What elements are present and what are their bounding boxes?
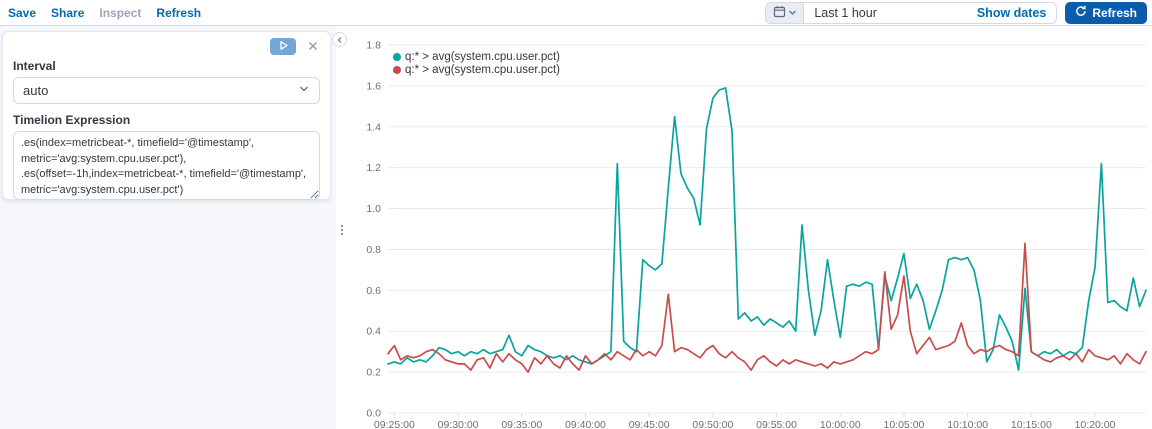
svg-text:09:40:00: 09:40:00: [565, 419, 606, 429]
svg-text:10:00:00: 10:00:00: [820, 419, 861, 429]
series-2-color-dot: [393, 65, 401, 74]
svg-text:0.0: 0.0: [366, 408, 381, 420]
expression-label: Timelion Expression: [13, 113, 131, 127]
chevron-left-icon: [336, 32, 344, 47]
editor-actions: [13, 38, 320, 55]
svg-text:0.6: 0.6: [366, 285, 381, 297]
legend-item-series-1[interactable]: q:* > avg(system.cpu.user.pct): [393, 50, 560, 63]
series-1-color-dot: [393, 52, 401, 61]
interval-select[interactable]: auto: [13, 77, 320, 104]
resize-handle-icon[interactable]: [341, 225, 343, 235]
svg-text:10:10:00: 10:10:00: [947, 419, 988, 429]
show-dates-link[interactable]: Show dates: [976, 5, 1047, 20]
svg-text:09:45:00: 09:45:00: [629, 419, 670, 429]
chevron-down-icon: [788, 5, 797, 20]
svg-text:0.2: 0.2: [366, 367, 381, 379]
refresh-button[interactable]: Refresh: [1065, 1, 1147, 24]
legend-label: q:* > avg(system.cpu.user.pct): [405, 50, 560, 63]
svg-text:10:20:00: 10:20:00: [1075, 419, 1116, 429]
svg-text:09:35:00: 09:35:00: [501, 419, 542, 429]
calendar-icon: [773, 5, 786, 21]
interval-label: Interval: [13, 59, 56, 73]
chart-legend: q:* > avg(system.cpu.user.pct) q:* > avg…: [393, 50, 560, 76]
collapse-panel-button[interactable]: [332, 32, 347, 47]
interval-selected-value: auto: [23, 83, 49, 98]
timelion-expression-input[interactable]: .es(index=metricbeat-*, timefield='@time…: [13, 131, 320, 200]
chevron-down-icon: [298, 83, 310, 98]
close-editor-button[interactable]: [306, 39, 320, 54]
svg-text:10:05:00: 10:05:00: [884, 419, 925, 429]
close-icon: [308, 39, 318, 54]
svg-text:09:25:00: 09:25:00: [374, 419, 415, 429]
svg-text:09:55:00: 09:55:00: [756, 419, 797, 429]
legend-item-series-2[interactable]: q:* > avg(system.cpu.user.pct): [393, 63, 560, 76]
svg-text:0.8: 0.8: [366, 244, 381, 256]
top-bar: Save Share Inspect Refresh: [0, 0, 1152, 26]
svg-text:10:15:00: 10:15:00: [1011, 419, 1052, 429]
refresh-icon: [1075, 5, 1087, 20]
refresh-link-button[interactable]: Refresh: [156, 5, 202, 20]
content-area: Interval auto Timelion Expression .es(in…: [0, 26, 1152, 429]
svg-text:1.0: 1.0: [366, 203, 381, 215]
svg-text:1.6: 1.6: [366, 80, 381, 92]
share-button[interactable]: Share: [51, 5, 85, 20]
date-picker: Last 1 hour Show dates: [765, 1, 1058, 24]
svg-text:0.4: 0.4: [366, 326, 381, 338]
run-expression-button[interactable]: [270, 38, 296, 55]
svg-text:1.2: 1.2: [366, 162, 381, 174]
panel-resizer: [332, 26, 352, 429]
chart-panel: q:* > avg(system.cpu.user.pct) q:* > avg…: [352, 26, 1152, 429]
svg-text:1.8: 1.8: [366, 40, 381, 52]
refresh-button-label: Refresh: [1092, 5, 1137, 20]
top-nav: Save Share Inspect Refresh: [8, 6, 201, 20]
legend-label: q:* > avg(system.cpu.user.pct): [405, 63, 560, 76]
play-icon: [278, 39, 289, 54]
editor-card: Interval auto Timelion Expression .es(in…: [2, 31, 331, 200]
svg-text:09:30:00: 09:30:00: [438, 419, 479, 429]
expression-editor-panel: Interval auto Timelion Expression .es(in…: [0, 26, 336, 429]
time-range-value[interactable]: Last 1 hour: [814, 5, 877, 20]
inspect-button[interactable]: Inspect: [99, 5, 142, 20]
timeseries-chart: 0.0 0.2 0.4 0.6 0.8 1.0 1.2 1.4 1.6 1.8 09:25:00 09…: [366, 40, 1147, 429]
svg-text:1.4: 1.4: [366, 121, 381, 133]
svg-text:09:50:00: 09:50:00: [692, 419, 733, 429]
quick-select-button[interactable]: [766, 2, 805, 23]
save-button[interactable]: Save: [8, 5, 37, 20]
